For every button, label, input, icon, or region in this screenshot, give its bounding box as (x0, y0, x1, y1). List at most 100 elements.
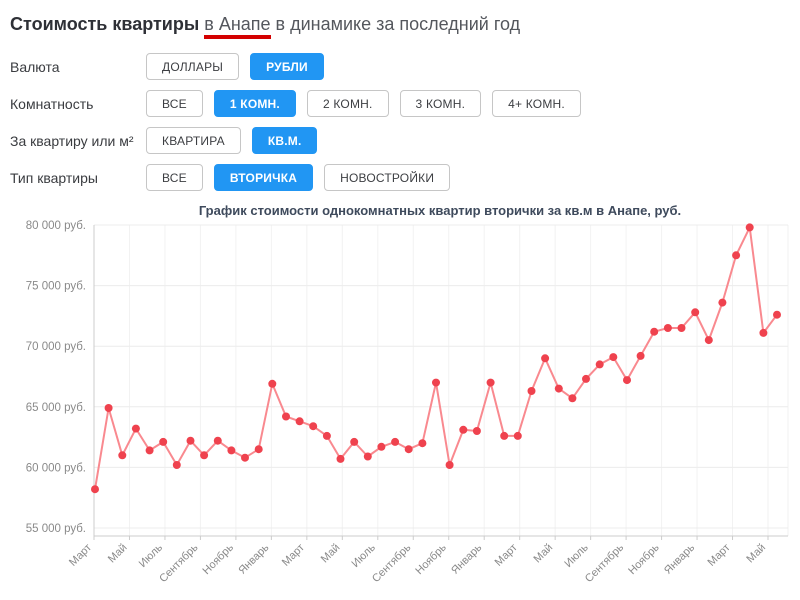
data-point-marker (718, 298, 727, 307)
filter-option-button[interactable]: НОВОСТРОЙКИ (324, 164, 451, 191)
x-tick-label: Январь (449, 541, 484, 576)
data-point-marker (745, 223, 754, 232)
page-title: Стоимость квартиры в Анапе в динамике за… (10, 14, 520, 39)
x-tick-label: Март (493, 542, 520, 569)
y-tick-label: 65 000 руб. (26, 402, 86, 414)
filter-option-button[interactable]: 4+ КОМН. (492, 90, 581, 117)
data-point-marker (241, 453, 249, 462)
chart-title: График стоимости однокомнатных квартир в… (199, 203, 681, 218)
data-point-marker (500, 431, 509, 440)
data-point-marker (623, 376, 631, 385)
data-point-marker (350, 437, 359, 446)
data-point-marker (732, 251, 741, 260)
data-point-marker (691, 308, 700, 317)
price-chart: Март Май Июль Сентябрь Ноябрь Январь Март Май Ию… (0, 203, 800, 600)
filter-label: Валюта (10, 58, 60, 75)
data-point-marker (159, 437, 168, 446)
data-point-marker (541, 354, 550, 363)
data-point-marker (459, 425, 468, 434)
price-line (94, 226, 778, 491)
data-point-marker (568, 394, 577, 403)
filter-option-button[interactable]: РУБЛИ (250, 53, 324, 80)
data-point-marker (322, 431, 331, 440)
x-tick-label: Ноябрь (626, 541, 662, 577)
filter-row: Тип квартиры ВСЕ ВТОРИЧКА НОВОСТРОЙКИ (10, 164, 790, 191)
filter-row: Валюта ДОЛЛАРЫ РУБЛИ (10, 53, 790, 80)
data-point-marker (131, 424, 140, 433)
x-tick-label: Сентябрь (157, 541, 201, 585)
data-point-marker (773, 310, 781, 319)
x-tick-label: Январь (236, 541, 271, 576)
y-tick-label: 55 000 руб. (26, 523, 86, 535)
data-point-marker (172, 461, 181, 469)
y-tick-label: 60 000 руб. (26, 462, 86, 474)
x-tick-label: Январь (662, 541, 697, 576)
y-tick-label: 80 000 руб. (26, 220, 86, 232)
data-point-marker (486, 378, 495, 387)
data-point-marker (404, 445, 413, 454)
data-point-marker (295, 417, 304, 426)
data-point-marker (554, 384, 563, 393)
page-title-city: в Анапе (204, 14, 271, 39)
x-tick-label: Май (744, 542, 768, 566)
data-point-marker (377, 442, 386, 451)
data-point-marker (186, 436, 195, 445)
filter-option-button[interactable]: 1 КОМН. (213, 90, 296, 117)
data-point-marker (254, 445, 263, 454)
filter-label: За квартиру или м² (10, 132, 134, 149)
data-point-marker (363, 452, 372, 461)
data-point-marker (445, 461, 454, 469)
data-point-marker (704, 336, 713, 345)
data-point-marker (309, 422, 318, 431)
data-point-marker (513, 431, 522, 440)
x-tick-label: Июль (350, 541, 379, 570)
filter-options: ВСЕ ВТОРИЧКА НОВОСТРОЙКИ (146, 164, 451, 191)
data-point-marker (118, 451, 127, 460)
y-tick-label: 75 000 руб. (26, 281, 86, 293)
data-point-marker (677, 324, 686, 332)
data-point-marker (336, 454, 345, 463)
data-point-marker (391, 437, 400, 446)
data-point-marker (636, 351, 645, 360)
filter-option-button[interactable]: 3 КОМН. (399, 90, 482, 117)
filter-option-button[interactable]: 2 КОМН. (306, 90, 389, 117)
data-point-marker (650, 327, 659, 336)
x-tick-label: Июль (137, 541, 166, 570)
x-tick-label: Май (106, 542, 130, 566)
filter-option-button[interactable]: ВСЕ (146, 164, 203, 191)
filter-label: Тип квартиры (10, 169, 98, 186)
data-point-marker (663, 324, 672, 332)
filter-option-button[interactable]: КВ.М. (251, 127, 318, 154)
x-tick-label: Ноябрь (201, 541, 237, 577)
filter-options: КВАРТИРА КВ.М. (146, 127, 318, 154)
filter-options: ДОЛЛАРЫ РУБЛИ (146, 53, 324, 80)
x-tick-label: Март (280, 542, 307, 569)
x-tick-label: Май (532, 542, 556, 566)
filter-options: ВСЕ 1 КОМН. 2 КОМН. 3 КОМН. 4+ КОМН. (146, 90, 581, 117)
data-point-marker (227, 446, 236, 455)
data-point-marker (145, 446, 154, 455)
x-tick-label: Сентябрь (583, 541, 627, 585)
data-point-marker (213, 436, 222, 445)
filter-option-button[interactable]: КВАРТИРА (146, 127, 241, 154)
data-point-marker (268, 379, 277, 388)
filter-option-button[interactable]: ДОЛЛАРЫ (146, 53, 240, 80)
x-tick-label: Ноябрь (413, 541, 449, 577)
x-tick-label: Май (319, 542, 343, 566)
filter-option-button[interactable]: ВСЕ (146, 90, 203, 117)
filter-row: Комнатность ВСЕ 1 КОМН. 2 КОМН. 3 КОМН. 4+ КО… (10, 90, 790, 117)
data-point-marker (582, 374, 590, 383)
data-point-marker (527, 387, 536, 395)
filter-option-button[interactable]: ВТОРИЧКА (213, 164, 314, 191)
x-tick-label: Июль (562, 541, 591, 570)
data-point-marker (609, 353, 618, 362)
data-point-marker (595, 360, 604, 369)
data-point-marker (759, 328, 768, 337)
page-title-bold: Стоимость квартиры (10, 14, 200, 34)
data-point-marker (472, 427, 481, 435)
data-point-marker (200, 451, 209, 460)
filter-row: За квартиру или м² КВАРТИРА КВ.М. (10, 127, 790, 154)
x-tick-label: Март (67, 542, 94, 569)
